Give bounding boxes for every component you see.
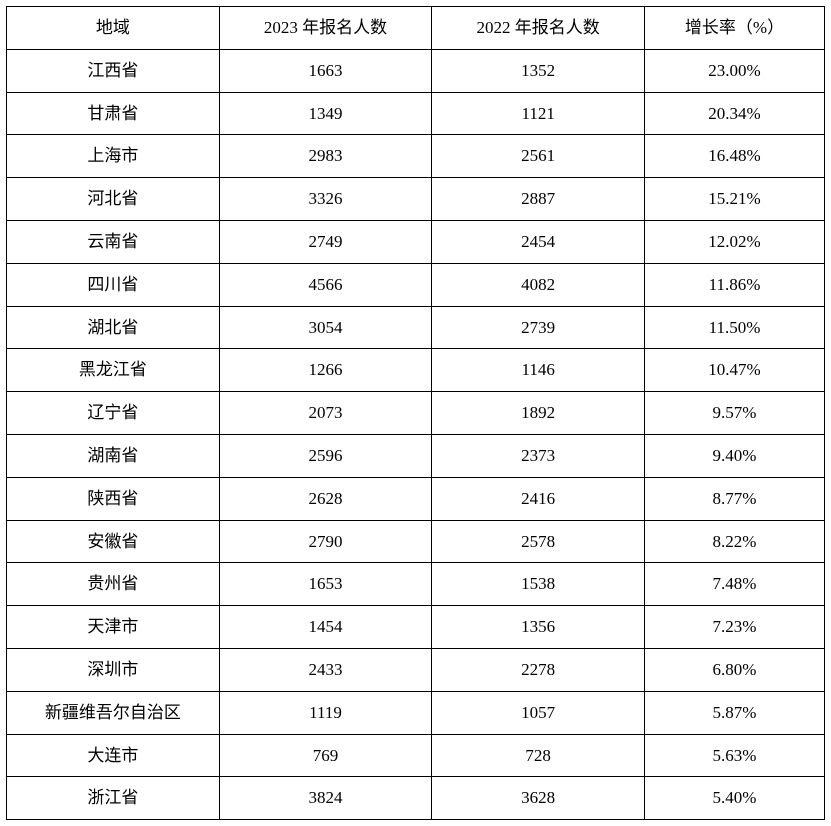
table-cell: 2433	[219, 648, 432, 691]
table-row: 深圳市243322786.80%	[7, 648, 825, 691]
table-cell: 湖北省	[7, 306, 220, 349]
header-growth: 增长率（%）	[645, 7, 825, 50]
table-cell: 4566	[219, 263, 432, 306]
table-cell: 深圳市	[7, 648, 220, 691]
table-cell: 1266	[219, 349, 432, 392]
table-row: 浙江省382436285.40%	[7, 777, 825, 820]
table-cell: 3628	[432, 777, 645, 820]
table-cell: 7.48%	[645, 563, 825, 606]
table-cell: 1349	[219, 92, 432, 135]
table-row: 上海市2983256116.48%	[7, 135, 825, 178]
table-cell: 2628	[219, 477, 432, 520]
table-cell: 3326	[219, 178, 432, 221]
table-cell: 2983	[219, 135, 432, 178]
table-cell: 3824	[219, 777, 432, 820]
table-cell: 16.48%	[645, 135, 825, 178]
table-cell: 黑龙江省	[7, 349, 220, 392]
table-row: 河北省3326288715.21%	[7, 178, 825, 221]
table-cell: 1663	[219, 49, 432, 92]
table-cell: 10.47%	[645, 349, 825, 392]
table-cell: 7.23%	[645, 606, 825, 649]
table-row: 湖南省259623739.40%	[7, 434, 825, 477]
table-row: 甘肃省1349112120.34%	[7, 92, 825, 135]
table-cell: 四川省	[7, 263, 220, 306]
table-cell: 728	[432, 734, 645, 777]
table-cell: 上海市	[7, 135, 220, 178]
table-row: 辽宁省207318929.57%	[7, 392, 825, 435]
header-2022: 2022 年报名人数	[432, 7, 645, 50]
table-cell: 2578	[432, 520, 645, 563]
table-row: 新疆维吾尔自治区111910575.87%	[7, 691, 825, 734]
header-region: 地域	[7, 7, 220, 50]
table-cell: 23.00%	[645, 49, 825, 92]
table-cell: 2454	[432, 220, 645, 263]
table-cell: 贵州省	[7, 563, 220, 606]
table-cell: 2561	[432, 135, 645, 178]
table-cell: 2887	[432, 178, 645, 221]
table-row: 大连市7697285.63%	[7, 734, 825, 777]
enrollment-table: 地域 2023 年报名人数 2022 年报名人数 增长率（%） 江西省16631…	[6, 6, 825, 820]
table-cell: 1356	[432, 606, 645, 649]
table-cell: 3054	[219, 306, 432, 349]
table-cell: 2278	[432, 648, 645, 691]
table-cell: 河北省	[7, 178, 220, 221]
table-cell: 1653	[219, 563, 432, 606]
table-body: 江西省1663135223.00%甘肃省1349112120.34%上海市298…	[7, 49, 825, 819]
table-cell: 大连市	[7, 734, 220, 777]
table-cell: 2790	[219, 520, 432, 563]
table-cell: 12.02%	[645, 220, 825, 263]
table-cell: 2596	[219, 434, 432, 477]
table-cell: 1057	[432, 691, 645, 734]
table-cell: 江西省	[7, 49, 220, 92]
header-2023: 2023 年报名人数	[219, 7, 432, 50]
table-header: 地域 2023 年报名人数 2022 年报名人数 增长率（%）	[7, 7, 825, 50]
table-cell: 11.86%	[645, 263, 825, 306]
table-cell: 1892	[432, 392, 645, 435]
table-cell: 2373	[432, 434, 645, 477]
table-row: 陕西省262824168.77%	[7, 477, 825, 520]
table-cell: 1146	[432, 349, 645, 392]
table-cell: 2073	[219, 392, 432, 435]
table-cell: 陕西省	[7, 477, 220, 520]
table-cell: 11.50%	[645, 306, 825, 349]
table-cell: 8.77%	[645, 477, 825, 520]
table-row: 四川省4566408211.86%	[7, 263, 825, 306]
table-cell: 5.63%	[645, 734, 825, 777]
table-cell: 1121	[432, 92, 645, 135]
table-row: 江西省1663135223.00%	[7, 49, 825, 92]
table-cell: 2739	[432, 306, 645, 349]
table-cell: 4082	[432, 263, 645, 306]
table-cell: 2416	[432, 477, 645, 520]
table-row: 黑龙江省1266114610.47%	[7, 349, 825, 392]
table-cell: 5.87%	[645, 691, 825, 734]
table-cell: 2749	[219, 220, 432, 263]
table-cell: 1352	[432, 49, 645, 92]
table-row: 湖北省3054273911.50%	[7, 306, 825, 349]
table-cell: 安徽省	[7, 520, 220, 563]
table-cell: 769	[219, 734, 432, 777]
table-cell: 1538	[432, 563, 645, 606]
table-cell: 20.34%	[645, 92, 825, 135]
table-cell: 15.21%	[645, 178, 825, 221]
table-cell: 1454	[219, 606, 432, 649]
table-row: 安徽省279025788.22%	[7, 520, 825, 563]
table-cell: 5.40%	[645, 777, 825, 820]
table-header-row: 地域 2023 年报名人数 2022 年报名人数 增长率（%）	[7, 7, 825, 50]
table-cell: 甘肃省	[7, 92, 220, 135]
table-cell: 1119	[219, 691, 432, 734]
table-cell: 湖南省	[7, 434, 220, 477]
table-row: 天津市145413567.23%	[7, 606, 825, 649]
table-cell: 8.22%	[645, 520, 825, 563]
table-cell: 浙江省	[7, 777, 220, 820]
table-cell: 新疆维吾尔自治区	[7, 691, 220, 734]
table-cell: 9.57%	[645, 392, 825, 435]
table-cell: 辽宁省	[7, 392, 220, 435]
table-row: 贵州省165315387.48%	[7, 563, 825, 606]
table-row: 云南省2749245412.02%	[7, 220, 825, 263]
table-cell: 9.40%	[645, 434, 825, 477]
table-cell: 云南省	[7, 220, 220, 263]
table-cell: 天津市	[7, 606, 220, 649]
table-cell: 6.80%	[645, 648, 825, 691]
